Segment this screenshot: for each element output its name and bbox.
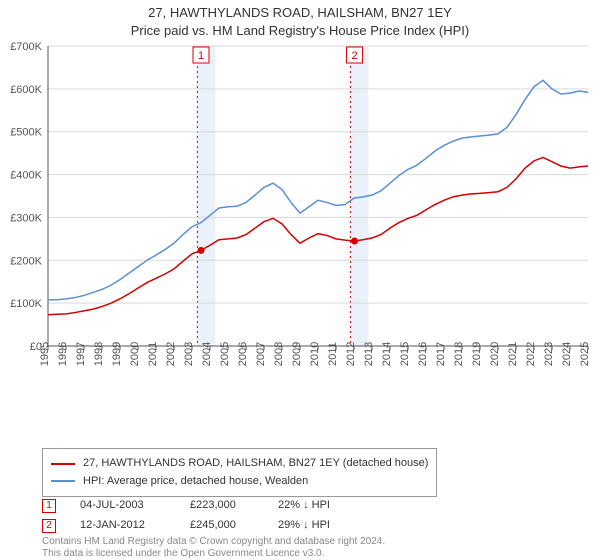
- sale-price: £245,000: [190, 516, 254, 536]
- sale-marker-box: 2: [42, 519, 56, 533]
- price-chart: £0£100K£200K£300K£400K£500K£600K£700K199…: [0, 40, 600, 400]
- legend-swatch: [51, 480, 75, 482]
- footer-line-2: This data is licensed under the Open Gov…: [42, 548, 385, 560]
- svg-text:2018: 2018: [453, 342, 465, 366]
- legend-item: 27, HAWTHYLANDS ROAD, HAILSHAM, BN27 1EY…: [51, 455, 428, 473]
- svg-text:2023: 2023: [543, 342, 555, 366]
- svg-text:2021: 2021: [507, 342, 519, 366]
- svg-text:£100K: £100K: [10, 298, 42, 310]
- sale-hpi-delta: 22% ↓ HPI: [278, 496, 378, 516]
- svg-text:£400K: £400K: [10, 170, 42, 182]
- sale-price: £223,000: [190, 496, 254, 516]
- svg-text:2007: 2007: [255, 342, 267, 366]
- svg-text:2013: 2013: [363, 342, 375, 366]
- legend: 27, HAWTHYLANDS ROAD, HAILSHAM, BN27 1EY…: [42, 448, 437, 497]
- svg-text:2009: 2009: [291, 342, 303, 366]
- svg-text:2000: 2000: [129, 342, 141, 366]
- svg-text:2006: 2006: [237, 342, 249, 366]
- sale-date: 04-JUL-2003: [80, 496, 166, 516]
- svg-text:2016: 2016: [417, 342, 429, 366]
- legend-swatch: [51, 463, 75, 465]
- svg-text:1996: 1996: [57, 342, 69, 366]
- legend-item: HPI: Average price, detached house, Weal…: [51, 473, 428, 491]
- sale-row: 2 12-JAN-2012 £245,000 29% ↓ HPI: [42, 516, 378, 536]
- svg-text:£700K: £700K: [10, 41, 42, 53]
- chart-title-block: 27, HAWTHYLANDS ROAD, HAILSHAM, BN27 1EY…: [0, 0, 600, 40]
- svg-text:1998: 1998: [93, 342, 105, 366]
- svg-text:2002: 2002: [165, 342, 177, 366]
- svg-text:1997: 1997: [75, 342, 87, 366]
- svg-text:2008: 2008: [273, 342, 285, 366]
- svg-text:1999: 1999: [111, 342, 123, 366]
- footer-line-1: Contains HM Land Registry data © Crown c…: [42, 536, 385, 548]
- svg-text:2022: 2022: [525, 342, 537, 366]
- svg-text:2015: 2015: [399, 342, 411, 366]
- svg-text:2017: 2017: [435, 342, 447, 366]
- title-line-2: Price paid vs. HM Land Registry's House …: [0, 22, 600, 40]
- svg-text:£300K: £300K: [10, 212, 42, 224]
- title-line-1: 27, HAWTHYLANDS ROAD, HAILSHAM, BN27 1EY: [0, 4, 600, 22]
- svg-text:2004: 2004: [201, 342, 213, 366]
- svg-text:2001: 2001: [147, 342, 159, 366]
- sales-table: 1 04-JUL-2003 £223,000 22% ↓ HPI 2 12-JAN-201…: [42, 496, 378, 536]
- sale-hpi-delta: 29% ↓ HPI: [278, 516, 378, 536]
- svg-text:1995: 1995: [39, 342, 51, 366]
- svg-text:£500K: £500K: [10, 127, 42, 139]
- sale-row: 1 04-JUL-2003 £223,000 22% ↓ HPI: [42, 496, 378, 516]
- svg-text:2: 2: [351, 50, 357, 62]
- svg-text:1: 1: [198, 50, 204, 62]
- legend-label: HPI: Average price, detached house, Weal…: [83, 473, 308, 491]
- svg-text:2020: 2020: [489, 342, 501, 366]
- svg-text:2005: 2005: [219, 342, 231, 366]
- legend-label: 27, HAWTHYLANDS ROAD, HAILSHAM, BN27 1EY…: [83, 455, 428, 473]
- svg-text:2024: 2024: [561, 342, 573, 366]
- svg-text:2019: 2019: [471, 342, 483, 366]
- sale-date: 12-JAN-2012: [80, 516, 166, 536]
- sale-marker-box: 1: [42, 499, 56, 513]
- footer-attribution: Contains HM Land Registry data © Crown c…: [42, 536, 385, 560]
- svg-text:£600K: £600K: [10, 84, 42, 96]
- svg-text:2014: 2014: [381, 342, 393, 366]
- svg-text:2003: 2003: [183, 342, 195, 366]
- svg-text:2010: 2010: [309, 342, 321, 366]
- svg-text:2025: 2025: [579, 342, 591, 366]
- svg-text:2012: 2012: [345, 342, 357, 366]
- svg-text:£200K: £200K: [10, 255, 42, 267]
